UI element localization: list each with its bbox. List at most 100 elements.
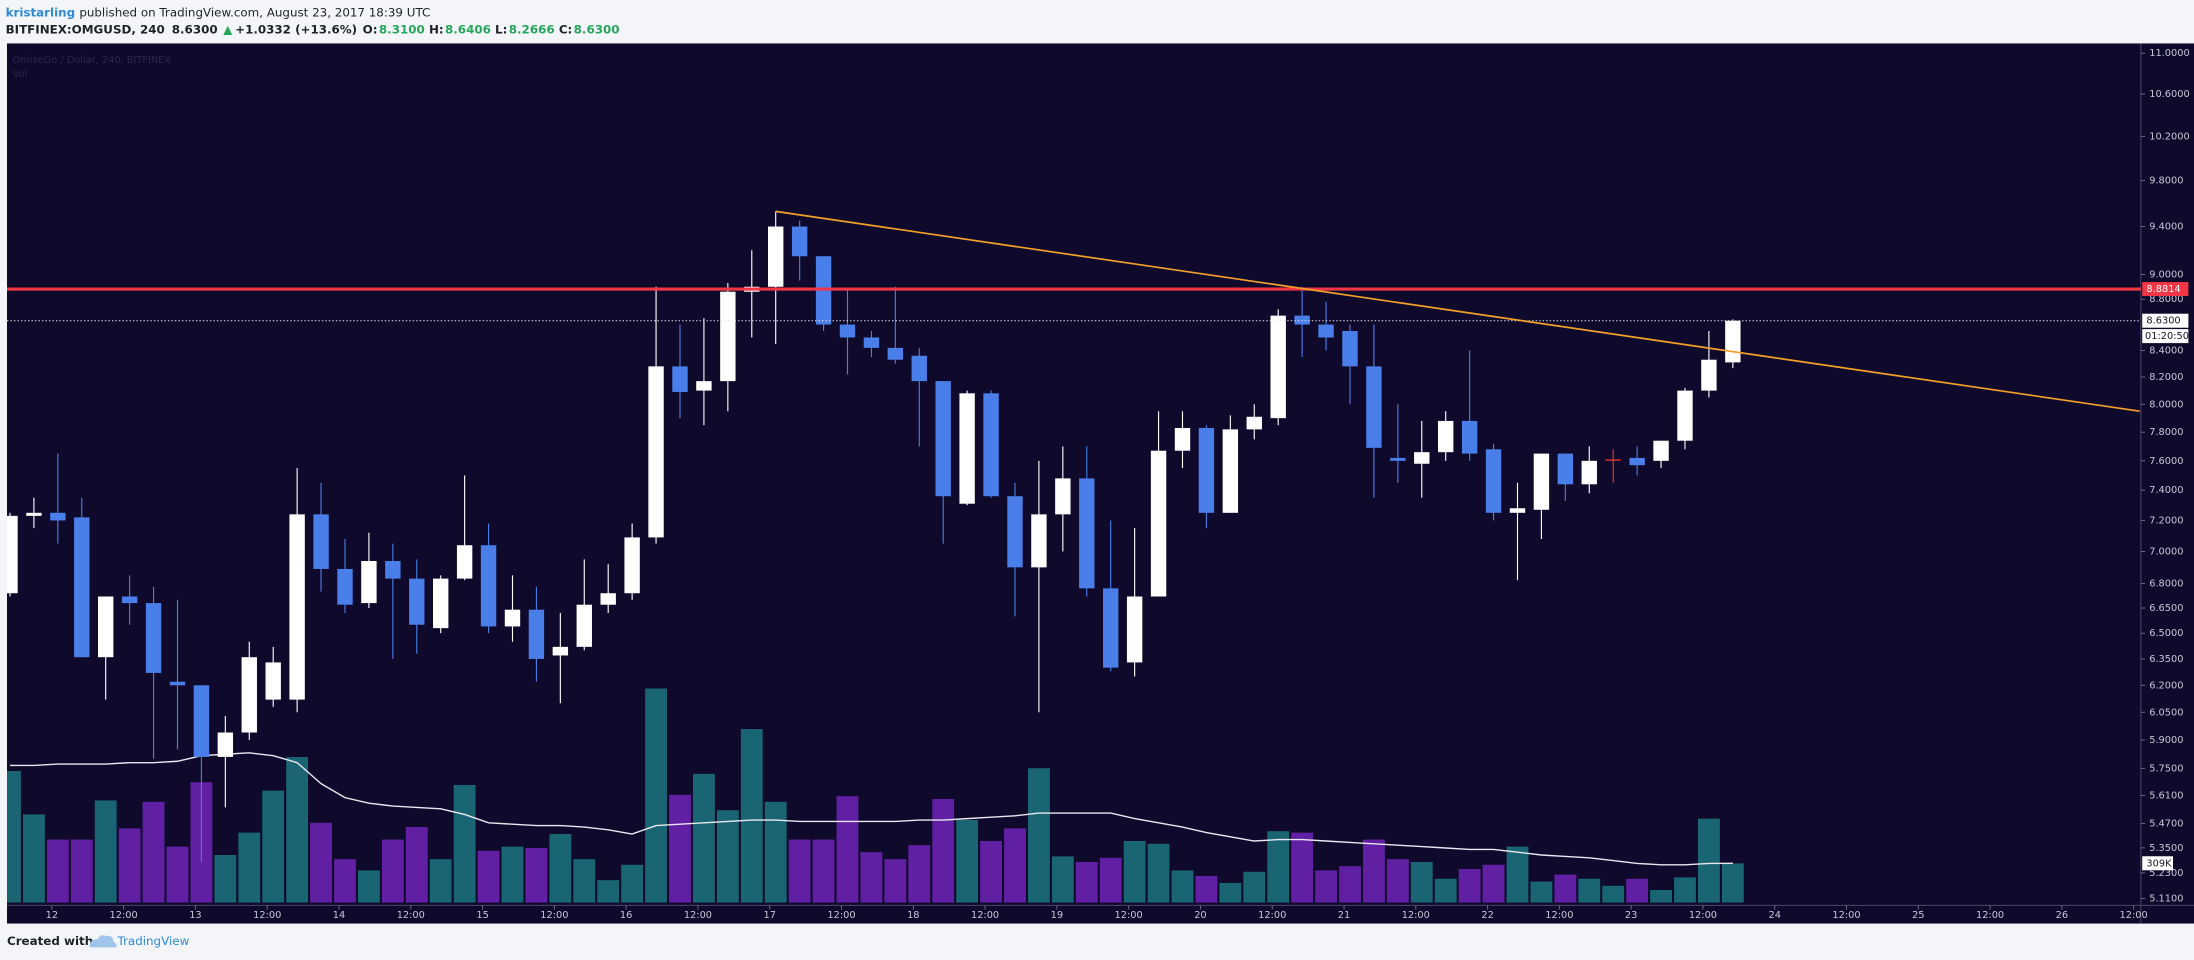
c-value: 8.6300 — [574, 22, 620, 36]
volume-bar — [884, 859, 907, 903]
volume-bar — [1291, 832, 1314, 903]
candle-body — [1103, 588, 1119, 668]
change: +1.0332 (+13.6%) — [235, 22, 357, 36]
footer-brand[interactable]: TradingView — [117, 934, 190, 948]
author[interactable]: kristarling — [6, 5, 76, 19]
volume-bar — [405, 827, 428, 903]
candle-body — [1031, 514, 1047, 568]
x-tick-label: 18 — [907, 910, 919, 921]
volume-bar — [716, 810, 739, 903]
candle-body — [1055, 478, 1071, 515]
candle-body — [1509, 508, 1526, 513]
volume-bar — [214, 854, 237, 903]
volume-bar — [645, 688, 667, 903]
x-tick-label: 16 — [620, 910, 632, 921]
candle-body — [145, 603, 162, 673]
volume-bar — [6, 771, 21, 903]
volume-bar — [836, 796, 859, 903]
candle-body — [217, 732, 234, 757]
volume-bar — [621, 864, 644, 903]
candle-body — [409, 578, 425, 625]
volume-bar — [166, 846, 189, 903]
y-tick-label: 9.0000 — [2149, 269, 2183, 280]
x-tick-label: 12:00 — [1258, 910, 1286, 921]
candle-body — [720, 291, 736, 382]
candle-body — [935, 381, 951, 497]
volume-bar — [46, 839, 69, 903]
volume-bar — [1195, 875, 1218, 903]
publish-line: kristarling published on TradingView.com,… — [6, 5, 431, 19]
volume-bar — [1386, 859, 1409, 903]
volume-bar — [1698, 818, 1720, 903]
candle-body — [959, 393, 975, 504]
last-price-label: 8.6300 — [2146, 316, 2180, 327]
volume-bar — [501, 846, 524, 903]
candle-body — [1126, 596, 1143, 663]
candle-body — [193, 685, 210, 757]
candle-body — [911, 355, 927, 382]
candle-body — [74, 517, 90, 658]
y-tick-label: 10.2000 — [2149, 131, 2189, 142]
candle-body — [1725, 320, 1741, 363]
candle-body — [337, 568, 353, 605]
volume-bar — [1147, 843, 1170, 903]
volume-bar — [1530, 881, 1553, 903]
volume-bar — [573, 859, 596, 903]
candle-body — [1461, 420, 1478, 454]
candle-body — [456, 545, 473, 579]
plot-area — [6, 210, 2141, 903]
l-value: 8.2666 — [509, 22, 555, 36]
y-tick-label: 9.4000 — [2149, 222, 2183, 233]
x-tick-label: 26 — [2056, 910, 2068, 921]
candle-body — [983, 393, 999, 497]
countdown-box — [2142, 329, 2189, 344]
y-tick-label: 7.0000 — [2149, 546, 2183, 557]
candle-body — [528, 609, 545, 659]
x-tick-label: 12:00 — [1832, 910, 1860, 921]
published: published on TradingView.com, August 23,… — [79, 5, 430, 19]
candle-body — [839, 324, 856, 338]
axes: 11.0000 10.6000 10.2000 9.8000 9.4000 9.0000 8… — [46, 48, 2190, 921]
volume-bar — [1626, 878, 1649, 903]
y-tick-label: 5.2300 — [2149, 868, 2183, 879]
volume-bar — [1674, 877, 1696, 903]
candle-body — [289, 514, 305, 700]
volume-bar — [932, 799, 955, 903]
x-tick-label: 15 — [476, 910, 488, 921]
candle-body — [1079, 478, 1095, 589]
candle-body — [887, 347, 904, 360]
y-tick-label: 9.8000 — [2149, 176, 2183, 187]
candle-body — [1581, 460, 1597, 485]
volume-bar — [310, 822, 332, 903]
candle-body — [1174, 427, 1191, 451]
volume-bar — [812, 839, 835, 903]
y-tick-label: 5.4700 — [2149, 818, 2183, 829]
x-tick-label: 12:00 — [110, 910, 138, 921]
volume-bar — [94, 800, 117, 903]
x-tick-label: 12:00 — [827, 910, 855, 921]
volume-bar — [1602, 885, 1625, 903]
volume-bar — [1434, 878, 1457, 903]
x-tick-label: 25 — [1912, 910, 1924, 921]
legend-title: OmiseGo / Dollar, 240, BITFINEX — [13, 55, 172, 66]
volume-bar — [238, 832, 261, 903]
candle-body — [433, 578, 449, 629]
y-tick-label: 5.1100 — [2149, 893, 2183, 904]
volume-bar — [1482, 864, 1505, 903]
volume-bar — [956, 820, 979, 903]
volume-ma-line — [9, 752, 1733, 866]
y-tick-label: 5.7500 — [2149, 763, 2183, 774]
y-tick-label: 7.8000 — [2149, 427, 2183, 438]
volume-bar — [286, 757, 309, 903]
candle-body — [768, 226, 784, 287]
symbol-line: BITFINEX:OMGUSD, 240 8.6300 ▲ +1.0332 (+13.… — [6, 22, 620, 36]
logo[interactable] — [89, 935, 117, 948]
candle-body — [504, 609, 521, 627]
volume-bar — [525, 847, 548, 903]
volume-bar — [262, 790, 285, 903]
candle-body — [121, 596, 138, 604]
y-tick-label: 6.6500 — [2149, 603, 2183, 614]
volume-bar — [1028, 768, 1050, 903]
y-tick-label: 10.6000 — [2149, 89, 2189, 100]
